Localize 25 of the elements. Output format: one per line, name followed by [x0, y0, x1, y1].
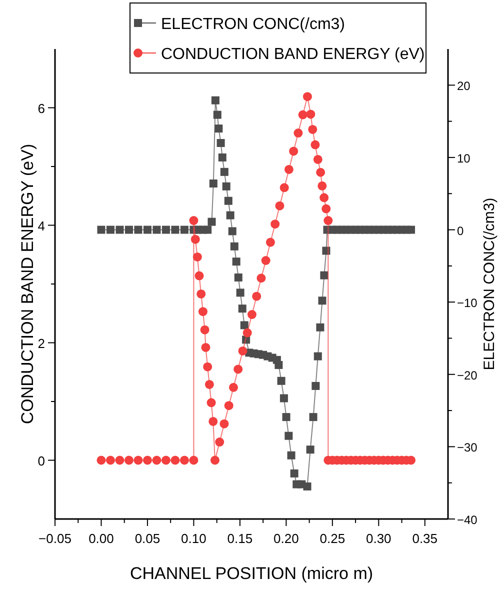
- y2-tick-label: −30: [457, 440, 478, 455]
- y2-axis-title: ELECTRON CONC(/cm3): [481, 198, 498, 370]
- y2-tick-label: 10: [457, 151, 471, 166]
- x-tick-label: 0.10: [181, 531, 206, 546]
- x-tick-label: 0.05: [134, 531, 160, 546]
- y-tick-label: 6: [38, 100, 45, 116]
- legend-label: CONDUCTION BAND ENERGY (eV): [161, 46, 425, 63]
- y2-tick-label: −10: [457, 296, 478, 310]
- x-tick-label: 0.15: [227, 531, 253, 546]
- x-tick-label: 0.30: [366, 531, 392, 546]
- y-tick-label: 2: [38, 336, 45, 351]
- y-axis-title: CONDUCTION BAND ENERGY (eV): [18, 144, 37, 424]
- x-tick-label: −0.05: [38, 531, 72, 546]
- x-tick-label: 0.35: [412, 531, 438, 546]
- x-tick-label: 0.00: [88, 531, 114, 546]
- x-axis-title: CHANNEL POSITION (micro m): [130, 564, 374, 583]
- y2-tick-label: 20: [457, 79, 471, 94]
- legend-label: ELECTRON CONC(/cm3): [161, 16, 346, 33]
- y2-tick-label: −20: [457, 368, 478, 382]
- x-tick-label: 0.20: [274, 531, 299, 546]
- x-tick-label: 0.25: [320, 531, 346, 546]
- y2-tick-label: 0: [457, 224, 464, 238]
- y2-tick-label: −40: [457, 513, 478, 527]
- y-tick-label: 0: [38, 453, 45, 468]
- y-tick-label: 4: [38, 218, 45, 234]
